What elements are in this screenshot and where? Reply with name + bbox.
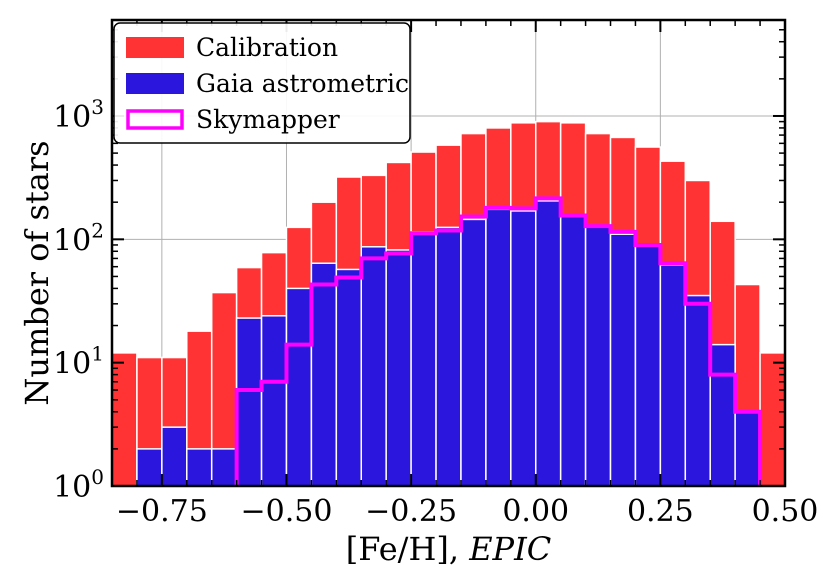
x-tick-label: −0.75 (116, 494, 208, 529)
gaia-astrometric-bar (235, 317, 263, 487)
gaia-astrometric-bar (634, 244, 662, 487)
legend-label-gaia-astrometric: Gaia astrometric (196, 69, 409, 98)
calibration-bar (759, 352, 786, 487)
gaia-astrometric-bar (285, 287, 313, 487)
x-tick-label: 0.00 (502, 494, 569, 529)
x-tick-label: 0.50 (752, 494, 819, 529)
x-tick-label: −0.25 (365, 494, 457, 529)
gaia-astrometric-bar (435, 226, 462, 487)
legend-label-skymapper: Skymapper (196, 105, 340, 134)
gaia-astrometric-bar (385, 249, 412, 487)
gaia-astrometric-bar (410, 231, 437, 487)
gaia-astrometric-bar (559, 215, 587, 487)
gaia-astrometric-bar (584, 224, 612, 487)
calibration-bar (111, 352, 138, 487)
skymapper-step-line (234, 196, 763, 486)
legend-swatch-gaia-astrometric (126, 73, 184, 94)
gaia-astrometric-bar (609, 233, 637, 487)
legend: Calibration Gaia astrometric Skymapper (113, 22, 411, 144)
plot-frame (110, 18, 787, 488)
gaia-astrometric-bar (161, 426, 188, 487)
gaia-astrometric-bar (310, 262, 338, 487)
gaia-astrometric-bar (360, 246, 387, 487)
axis-ticks: −0.75 −0.50 −0.25 0.00 0.25 0.50 100 101 102 103 (53, 19, 819, 529)
x-axis-label: [Fe/H], EPIC (346, 530, 551, 568)
gaia-astrometric-bar (684, 294, 711, 487)
y-tick-label: 101 (53, 342, 104, 382)
gaia-astrometric-bar (510, 210, 537, 487)
legend-swatch-skymapper (126, 109, 184, 130)
axes-frame (110, 18, 787, 488)
gaia-astrometric-bar (460, 218, 487, 487)
x-tick-label: −0.50 (241, 494, 333, 529)
x-tick-label: 0.25 (627, 494, 694, 529)
gaia-astrometric-bar (186, 448, 213, 487)
gaia-astrometric-bar (734, 410, 761, 487)
gaia-astrometric-bar (260, 315, 288, 487)
y-axis-label: Number of stars (18, 140, 56, 405)
legend-label-calibration: Calibration (196, 33, 338, 62)
legend-swatch-calibration (126, 37, 184, 58)
gaia-astrometric-bar (210, 448, 238, 487)
gaia-astrometric-bar (335, 268, 363, 487)
legend-box (113, 22, 411, 144)
gaia-astrometric-bar (136, 448, 163, 487)
y-tick-label: 100 (53, 465, 104, 505)
gaia-astrometric-bar (485, 208, 512, 487)
gaia-astrometric-bar (709, 343, 736, 487)
gaia-astrometric-bar (534, 200, 562, 487)
skymapper-step-path (234, 196, 763, 486)
y-tick-label: 103 (53, 95, 104, 135)
y-tick-label: 102 (53, 218, 104, 258)
gaia-astrometric-bar (659, 264, 687, 487)
